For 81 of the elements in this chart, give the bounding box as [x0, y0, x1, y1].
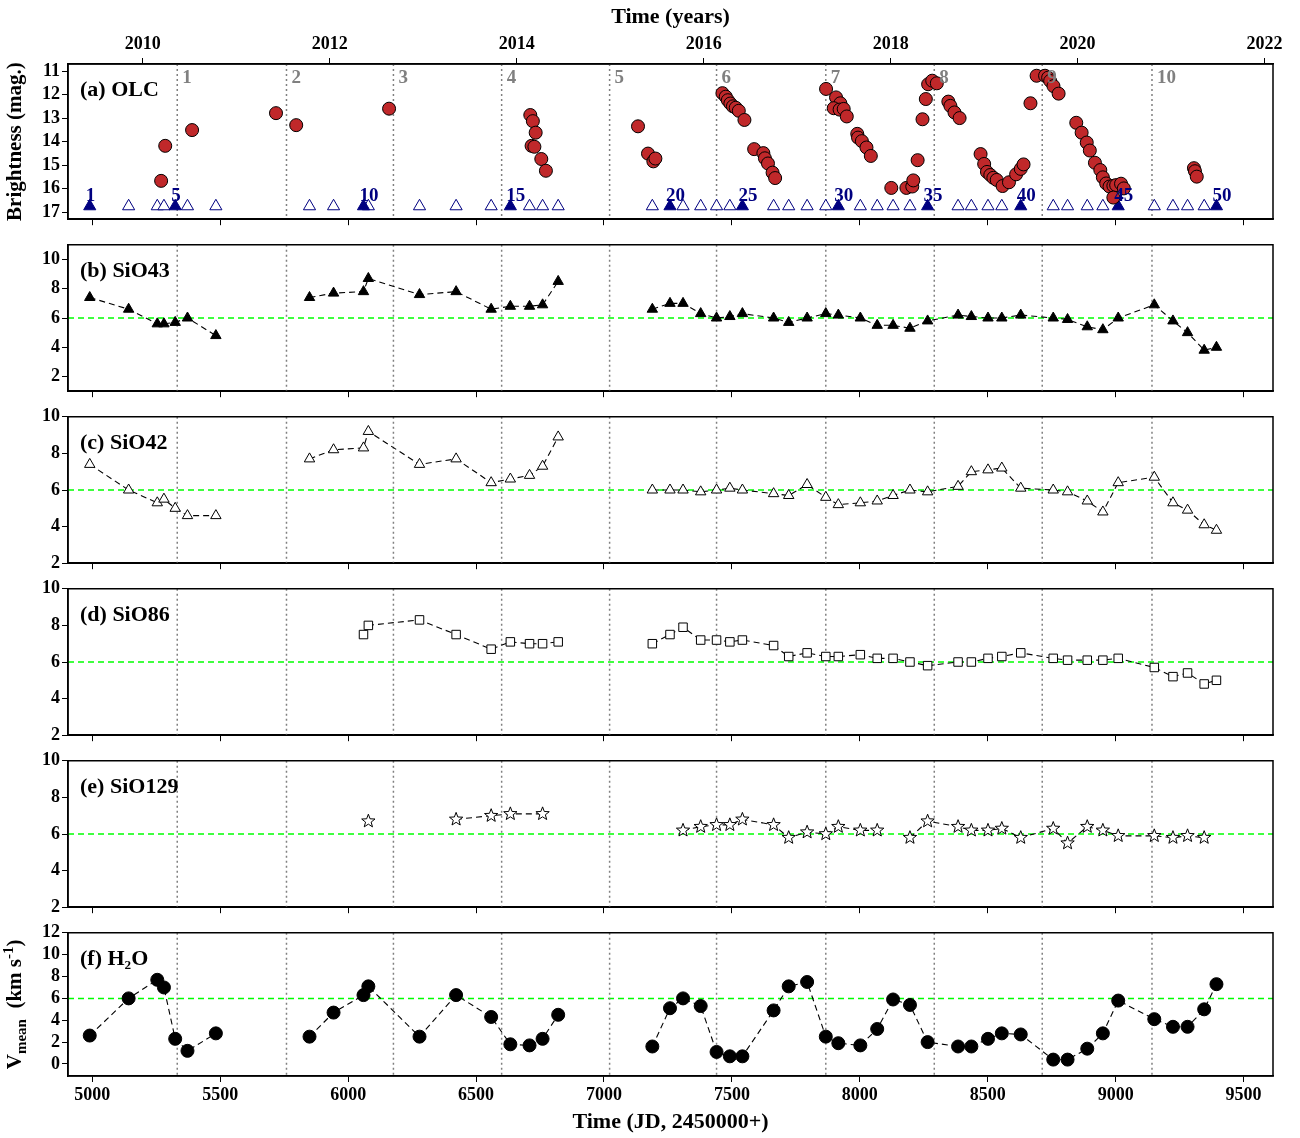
y-tick-label: 15: [42, 153, 60, 174]
annotation: (e) SiO129: [80, 772, 179, 798]
y-tick-label: 4: [51, 687, 60, 708]
annotation: 5: [171, 183, 181, 205]
annotation: 45: [1114, 183, 1134, 205]
x2-tick-label: 2020: [1059, 32, 1096, 53]
x2-tick-label: 2010: [124, 32, 161, 53]
annotation: 6: [721, 66, 732, 88]
annotation: 50: [1212, 183, 1232, 205]
y-tick-label: 4: [51, 859, 60, 880]
y-tick-label: 4: [51, 1008, 60, 1029]
annotation: 35: [923, 183, 943, 205]
annotation: 7: [830, 66, 841, 88]
x-tick-label: 7500: [713, 1084, 750, 1105]
y-tick-label: 2: [51, 895, 60, 916]
annotation: (d) SiO86: [80, 600, 170, 626]
y-tick-label: 11: [42, 59, 60, 80]
y-tick-label: 12: [42, 921, 60, 942]
annotation: 4: [506, 66, 517, 88]
y-tick-label: 13: [42, 106, 60, 127]
annotation: (b) SiO43: [80, 256, 170, 282]
y-tick-label: 10: [42, 577, 60, 598]
y-tick-label: 8: [51, 614, 60, 635]
annotation: 10: [1156, 66, 1176, 88]
y-tick-label: 2: [51, 551, 60, 572]
y-tick-label: 14: [42, 130, 60, 151]
y-tick-label: 6: [51, 650, 60, 671]
y-tick-label: 6: [51, 478, 60, 499]
y-tick-label: 10: [42, 943, 60, 964]
annotation: 25: [738, 183, 758, 205]
y-tick-label: 4: [51, 515, 60, 536]
y-tick-label: 16: [42, 177, 60, 198]
y-tick-label: 10: [42, 405, 60, 426]
y-tick-label: 8: [51, 965, 60, 986]
annotation: (c) SiO42: [80, 428, 168, 454]
x2-tick-label: 2012: [311, 32, 348, 53]
annotation: 1: [85, 183, 96, 205]
x-tick-label: 9000: [1097, 1084, 1134, 1105]
y-tick-label: 8: [51, 442, 60, 463]
x-tick-label: 5000: [74, 1084, 111, 1105]
annotation: (f) H₂O: [80, 944, 149, 970]
annotation: 3: [398, 66, 408, 88]
y-axis-title: Vmean (km s-1): [0, 939, 30, 1070]
x-tick-label: 5500: [202, 1084, 239, 1105]
annotation: 40: [1016, 183, 1036, 205]
y-tick-label: 8: [51, 277, 60, 298]
y-tick-label: 10: [42, 749, 60, 770]
x2-tick-label: 2018: [872, 32, 909, 53]
x-tick-label: 9500: [1225, 1084, 1262, 1105]
y-tick-label: 2: [51, 1030, 60, 1051]
x-tick-label: 7000: [585, 1084, 622, 1105]
y-tick-label: 12: [42, 83, 60, 104]
x-axis-title: Time (JD, 2450000+): [572, 1108, 769, 1134]
annotation: (a) OLC: [80, 76, 159, 101]
y-tick-label: 10: [42, 248, 60, 269]
x2-tick-label: 2016: [685, 32, 722, 53]
annotation: 20: [665, 183, 685, 205]
x-tick-label: 8500: [969, 1084, 1006, 1105]
y-tick-label: 17: [42, 200, 60, 221]
x2-axis-title: Time (years): [611, 2, 730, 28]
y-tick-label: 6: [51, 822, 60, 843]
y-tick-label: 8: [51, 786, 60, 807]
annotation: 2: [291, 66, 301, 88]
y-tick-label: 6: [51, 987, 60, 1008]
annotation: 5: [614, 66, 625, 88]
x-tick-label: 6000: [330, 1084, 367, 1105]
annotation: 1: [182, 66, 192, 88]
annotation: 30: [834, 183, 854, 205]
annotation: 10: [359, 183, 379, 205]
y-tick-label: 2: [51, 723, 60, 744]
x2-tick-label: 2014: [498, 32, 535, 53]
y-tick-label: 6: [51, 306, 60, 327]
y-tick-label: 2: [51, 365, 60, 386]
annotation: 8: [939, 66, 949, 88]
x-tick-label: 6500: [458, 1084, 495, 1105]
y-tick-label: 0: [51, 1052, 60, 1073]
x2-tick-label: 2022: [1246, 32, 1283, 53]
y-axis-title: Brightness (mag.): [2, 62, 27, 221]
annotation: 15: [506, 183, 526, 205]
y-tick-label: 4: [51, 335, 60, 356]
x-tick-label: 8000: [841, 1084, 878, 1105]
